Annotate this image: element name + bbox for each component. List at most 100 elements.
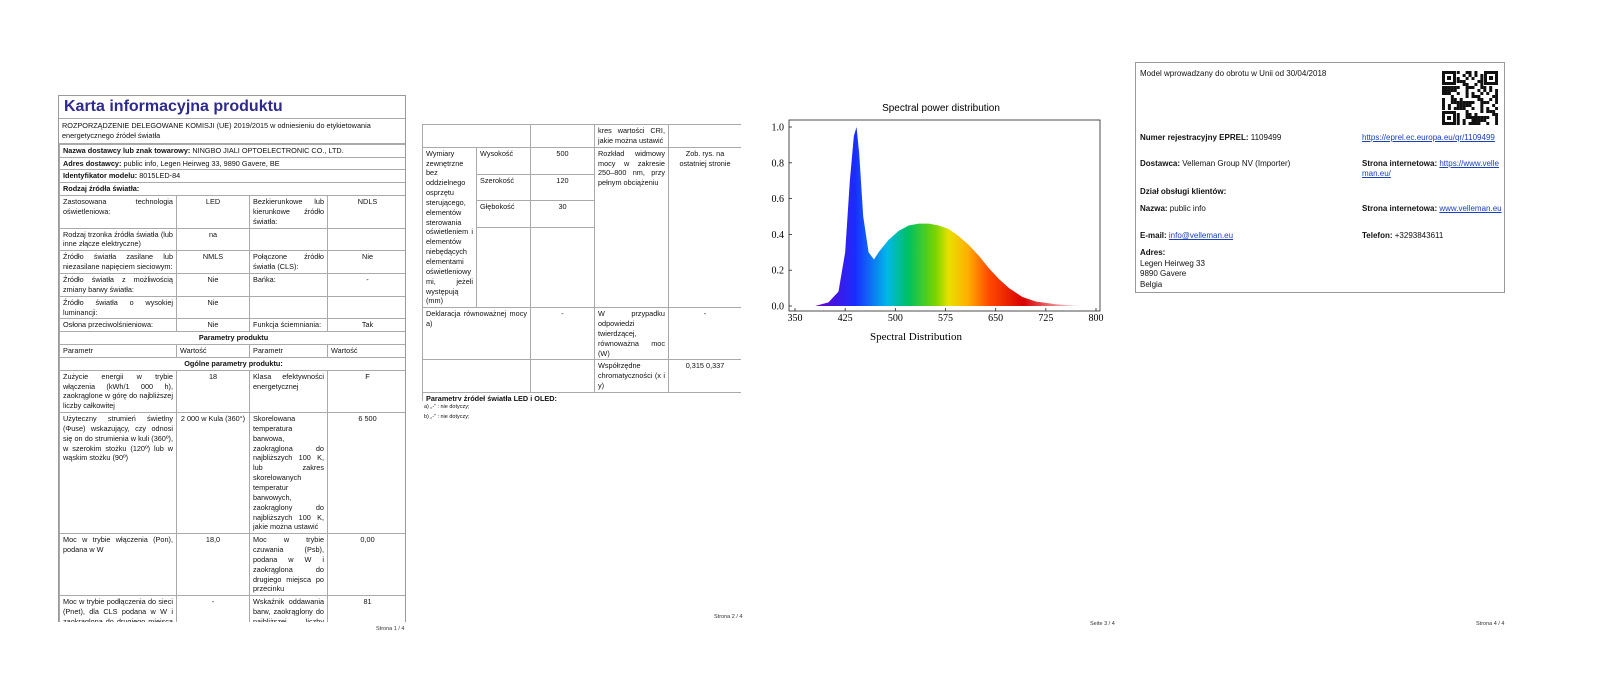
address-line: Legen Heirweg 33 — [1140, 259, 1205, 268]
y-tick-label: 0.2 — [772, 266, 785, 277]
link[interactable]: info@velleman.eu — [1168, 231, 1234, 240]
cell: Źródło światła zasilane lub niezasilane … — [59, 250, 177, 274]
x-tick-label: 650 — [988, 313, 1003, 324]
cell: W przypadku odpowiedzi twierdzącej, równ… — [594, 307, 669, 361]
value: 8015LED-84 — [139, 171, 181, 181]
row: Zużycie energii w trybie włączenia (kWh/… — [59, 369, 405, 414]
y-tick-label: 1.0 — [772, 123, 785, 134]
cell: Moc w trybie czuwania (Psb), podana w W … — [249, 533, 328, 597]
x-tick-label: 725 — [1038, 313, 1053, 324]
cell: Źródło światła o wysokiej luminancji: — [59, 295, 177, 320]
x-tick-label: 350 — [788, 313, 803, 324]
chart-title: Spectral power distribution — [882, 103, 1000, 114]
label: Telefon: — [1362, 231, 1393, 240]
cell — [476, 227, 531, 309]
row: Rodzaj źródła światła: — [59, 182, 405, 197]
cell — [249, 295, 328, 320]
cell: Rodzaj trzonka źródła światła (lub inne … — [59, 227, 177, 252]
cell: Wartość — [326, 344, 405, 358]
section-heading: Parametry źródeł światła LED i OLED: — [422, 391, 741, 401]
section-heading: Rodzaj źródła światła: — [59, 182, 405, 197]
row: Parametry źródeł światła LED i OLED: — [422, 391, 741, 401]
cell: Zużycie energii w trybie włączenia (kWh/… — [59, 369, 177, 414]
link[interactable]: https://eprel.ec.europa.eu/qr/1109499 — [1362, 133, 1495, 142]
cell: Deklaracja równoważnej mocy a) — [422, 307, 531, 361]
cell: Współrzędne chromatyczności (x i y) — [594, 359, 669, 393]
x-tick-label: 800 — [1089, 313, 1104, 324]
cell: Adres dostawcy: public info, Legen Heirw… — [59, 156, 405, 171]
section-heading: Ogólne parametry produktu: — [59, 356, 405, 371]
cell: Bańka: — [249, 272, 328, 297]
cell — [530, 227, 595, 309]
y-tick-label: 0.6 — [772, 194, 785, 205]
cell: Tak — [326, 318, 405, 333]
value: 1109499 — [1250, 133, 1282, 142]
row: Moc w trybie włączenia (Pon), podana w W… — [59, 533, 405, 597]
cell: Moc w trybie podłączenia do sieci (Pnet)… — [59, 595, 177, 622]
cell: Nie — [176, 318, 250, 333]
label: Nazwa dostawcy lub znak towarowy: — [63, 145, 191, 155]
notes: a) „-” : nie dotyczy; b) „-” : nie dotycz… — [424, 402, 470, 423]
row: Adres dostawcy: public info, Legen Heirw… — [59, 156, 405, 171]
cell: Osłona przeciwolśnieniowa: — [59, 318, 177, 333]
cell: - — [176, 595, 250, 622]
cell: Parametr — [249, 344, 328, 358]
cell — [668, 124, 741, 148]
address: Legen Heirweg 33 9890 Gavere Belgia — [1140, 259, 1205, 290]
cell: Skorelowana temperatura barwowa, zaokrąg… — [249, 412, 328, 535]
cell: Wysokość — [476, 146, 531, 175]
label: E-mail: — [1140, 231, 1167, 240]
title: Karta informacyjna produktu — [59, 96, 405, 119]
cell — [326, 295, 405, 320]
cell: 2 000 w Kula (360°) — [176, 412, 250, 535]
y-tick-label: 0.8 — [772, 158, 785, 169]
product-table-continued: kres wartości CRI, jakie można ustawić Wy… — [422, 124, 741, 401]
row: Deklaracja równoważnej mocy a) - W przypad… — [422, 307, 741, 361]
y-tick-label: 0.0 — [772, 302, 785, 313]
cell: Użyteczny strumień świetlny (Φuse) wskaz… — [59, 412, 177, 535]
cell: 18 — [176, 369, 250, 414]
row: Nazwa dostawcy lub znak towarowy: NINGBO… — [59, 143, 405, 158]
cell: LED — [176, 195, 250, 229]
page-footer: Strona 2 / 4 — [714, 614, 743, 620]
cell: 6 500 — [326, 412, 405, 535]
link[interactable]: https://www.velleman.eu/ — [1362, 159, 1499, 179]
row: Źródło światła z możliwością zmiany barw… — [59, 272, 405, 297]
cell: - — [668, 307, 741, 361]
cell: Wartość — [176, 344, 250, 358]
cell: 30 — [530, 200, 595, 229]
cell: Bezkierunkowe lub kierunkowe źródło świa… — [249, 195, 328, 229]
link[interactable]: www.velleman.eu — [1439, 204, 1502, 213]
row: Identyfikator modelu: 8015LED-84 — [59, 169, 405, 184]
row: Zastosowana technologia oświetleniowa: LE… — [59, 195, 405, 229]
cell: 18,0 — [176, 533, 250, 597]
qr-code — [1442, 71, 1498, 125]
row: Współrzędne chromatyczności (x i y) 0,315… — [422, 359, 741, 393]
label: Identyfikator modelu: — [63, 171, 138, 181]
label: Numer rejestracyjny EPREL: — [1140, 133, 1249, 142]
row: Parametr Wartość Parametr Wartość — [59, 344, 405, 358]
value: Velleman Group NV (Importer) — [1182, 159, 1291, 168]
cell: 0,315 0,337 — [668, 359, 741, 393]
section-heading: Parametry produktu — [59, 331, 405, 346]
plot-frame — [788, 119, 1101, 312]
label: Nazwa: — [1140, 204, 1168, 213]
cell: Połączone źródło światła (CLS): — [249, 250, 328, 274]
row: Źródło światła zasilane lub niezasilane … — [59, 250, 405, 274]
regulation: ROZPORZĄDZENIE DELEGOWANE KOMISJI (UE) 2… — [59, 119, 405, 144]
cell — [326, 227, 405, 252]
row: Użyteczny strumień świetlny (Φuse) wskaz… — [59, 412, 405, 535]
value: public info — [1169, 204, 1206, 213]
row: Parametry produktu — [59, 331, 405, 346]
cell: Szerokość — [476, 173, 531, 202]
cell: Głębokość — [476, 200, 531, 229]
cell: Klasa efektywności energetycznej — [249, 369, 328, 414]
page-2: kres wartości CRI, jakie można ustawić Wy… — [422, 124, 741, 401]
label: Adres: — [1140, 248, 1166, 257]
cell: 81 — [326, 595, 405, 622]
page-1: Karta informacyjna produktu ROZPORZĄDZEN… — [58, 95, 406, 622]
cell: Moc w trybie włączenia (Pon), podana w W — [59, 533, 177, 597]
cell: Nie — [326, 250, 405, 274]
cell: Parametr — [59, 344, 177, 358]
